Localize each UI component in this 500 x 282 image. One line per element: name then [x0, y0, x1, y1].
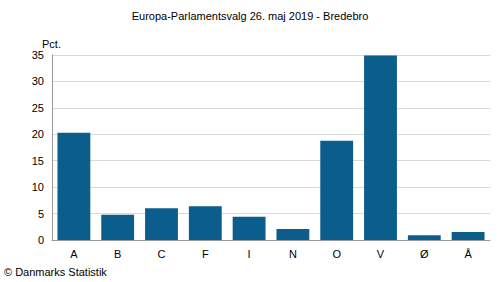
svg-text:Pct.: Pct. — [42, 38, 61, 50]
svg-text:V: V — [377, 248, 385, 260]
svg-text:0: 0 — [38, 234, 44, 246]
svg-text:A: A — [70, 248, 78, 260]
svg-text:Europa-Parlamentsvalg 26. maj: Europa-Parlamentsvalg 26. maj 2019 - Bre… — [132, 10, 369, 22]
svg-text:I: I — [248, 248, 251, 260]
svg-text:F: F — [202, 248, 209, 260]
svg-text:C: C — [158, 248, 166, 260]
svg-text:15: 15 — [32, 155, 44, 167]
svg-text:20: 20 — [32, 128, 44, 140]
svg-text:25: 25 — [32, 102, 44, 114]
svg-text:B: B — [114, 248, 121, 260]
svg-text:Ø: Ø — [420, 248, 429, 260]
svg-text:O: O — [332, 248, 341, 260]
svg-text:N: N — [289, 248, 297, 260]
svg-text:5: 5 — [38, 208, 44, 220]
svg-text:Å: Å — [464, 248, 472, 260]
svg-text:© Danmarks Statistik: © Danmarks Statistik — [4, 266, 107, 278]
svg-text:10: 10 — [32, 181, 44, 193]
svg-text:30: 30 — [32, 75, 44, 87]
svg-text:35: 35 — [32, 49, 44, 61]
